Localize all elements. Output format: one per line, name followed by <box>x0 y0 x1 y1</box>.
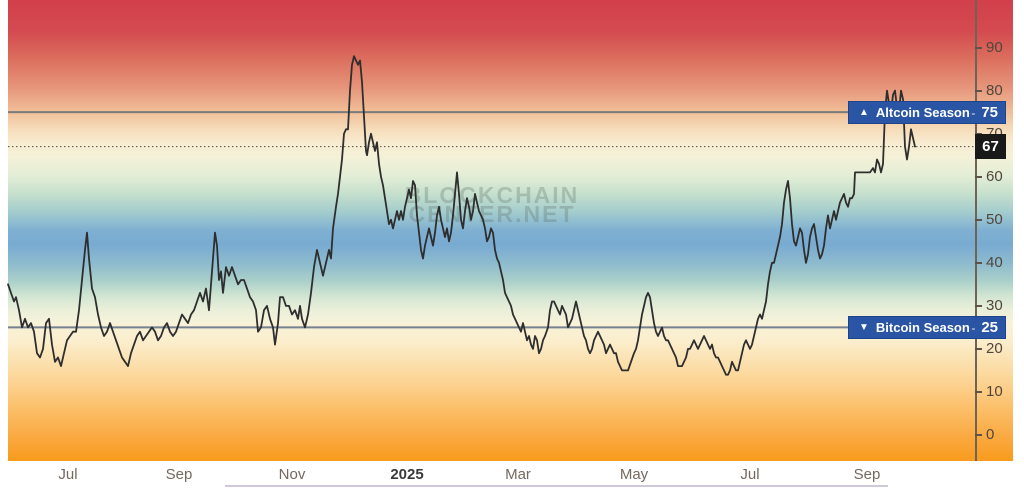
bottom-partial-divider <box>225 485 888 487</box>
x-axis-tick-label: Jul <box>58 466 78 483</box>
y-axis-tick <box>975 305 982 307</box>
y-axis-tick <box>975 219 982 221</box>
watermark: BLOCKCHAIN CENTER.NET <box>382 182 602 227</box>
altcoin-season-badge-value: 75 <box>981 104 998 121</box>
y-axis-tick-label: 0 <box>986 426 995 443</box>
badge-separator: - <box>971 105 976 120</box>
x-axis-tick-label: Sep <box>853 466 881 483</box>
y-axis-tick <box>975 391 982 393</box>
x-axis-tick-label: Jul <box>740 466 760 483</box>
current-value-badge: 67 <box>975 134 1006 159</box>
y-axis-tick <box>975 176 982 178</box>
bitcoin-season-badge-value: 25 <box>981 319 998 336</box>
y-axis-tick-label: 90 <box>986 39 1003 56</box>
badge-separator: - <box>971 320 976 335</box>
x-axis-tick-label: Mar <box>505 466 531 483</box>
current-value-badge-text: 67 <box>982 138 999 155</box>
bitcoin-season-badge: ▼ Bitcoin Season - 25 <box>848 316 1006 339</box>
y-axis-tick <box>975 262 982 264</box>
altcoin-season-badge-label: Altcoin Season <box>875 105 970 120</box>
y-axis-tick-label: 40 <box>986 254 1003 271</box>
y-axis-tick <box>975 47 982 49</box>
x-axis-tick-label: 2025 <box>390 466 424 483</box>
y-axis-tick <box>975 90 982 92</box>
y-axis-tick <box>975 434 982 436</box>
down-triangle-icon: ▼ <box>859 322 869 333</box>
y-axis-tick-label: 20 <box>986 340 1003 357</box>
chart-plot-surface[interactable] <box>0 0 1024 461</box>
y-axis-tick-label: 80 <box>986 82 1003 99</box>
up-triangle-icon: ▲ <box>859 107 869 118</box>
altcoin-season-badge: ▲ Altcoin Season - 75 <box>848 101 1006 124</box>
y-axis-tick-label: 10 <box>986 383 1003 400</box>
season-gradient-background <box>8 0 1013 461</box>
x-axis-tick-label: May <box>619 466 649 483</box>
y-axis-tick-label: 60 <box>986 168 1003 185</box>
watermark-line1: BLOCKCHAIN <box>404 182 580 208</box>
y-axis-tick <box>975 348 982 350</box>
x-axis-tick-label: Sep <box>165 466 193 483</box>
y-axis-tick-label: 30 <box>986 297 1003 314</box>
index-series-line <box>7 55 916 376</box>
bitcoin-season-badge-label: Bitcoin Season <box>875 320 970 335</box>
watermark-line2: CENTER.NET <box>408 201 576 227</box>
y-axis-tick-label: 50 <box>986 211 1003 228</box>
y-axis-line <box>975 0 977 461</box>
x-axis-tick-label: Nov <box>278 466 306 483</box>
